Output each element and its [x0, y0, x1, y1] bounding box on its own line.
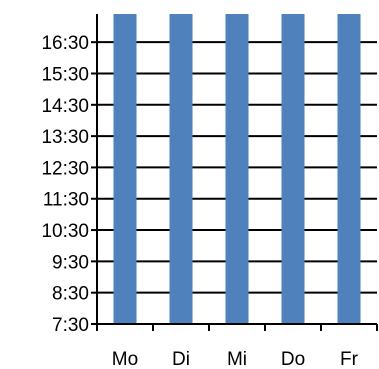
y-tick-label: 15:30: [41, 64, 89, 85]
bar-segment: [169, 14, 193, 324]
x-tick-label: Mo: [112, 349, 138, 369]
axes: [91, 14, 378, 331]
x-tick-label: Mi: [227, 349, 247, 369]
bar-segment: [281, 14, 305, 324]
x-tick-label: Do: [281, 349, 305, 369]
x-tick-label: Di: [172, 349, 190, 369]
y-tick-label: 7:30: [52, 315, 89, 336]
y-tick-label: 13:30: [41, 127, 89, 148]
y-tick-label: 10:30: [41, 221, 89, 242]
x-tick-label: Fr: [340, 349, 359, 369]
bars: [113, 14, 361, 324]
bar-segment: [337, 14, 361, 324]
y-tick-label: 12:30: [41, 158, 89, 179]
y-tick-label: 11:30: [43, 190, 89, 211]
tick-labels: 7:30 8:30 9:30 10:30 11:30 12:30 13:30 14:30 15:…: [41, 33, 358, 369]
y-tick-label: 8:30: [52, 284, 89, 305]
bar-segment: [225, 14, 249, 324]
y-tick-label: 16:30: [41, 33, 89, 54]
y-tick-label: 14:30: [41, 96, 89, 117]
y-tick-label: 9:30: [52, 252, 89, 273]
bar-segment: [113, 14, 137, 324]
